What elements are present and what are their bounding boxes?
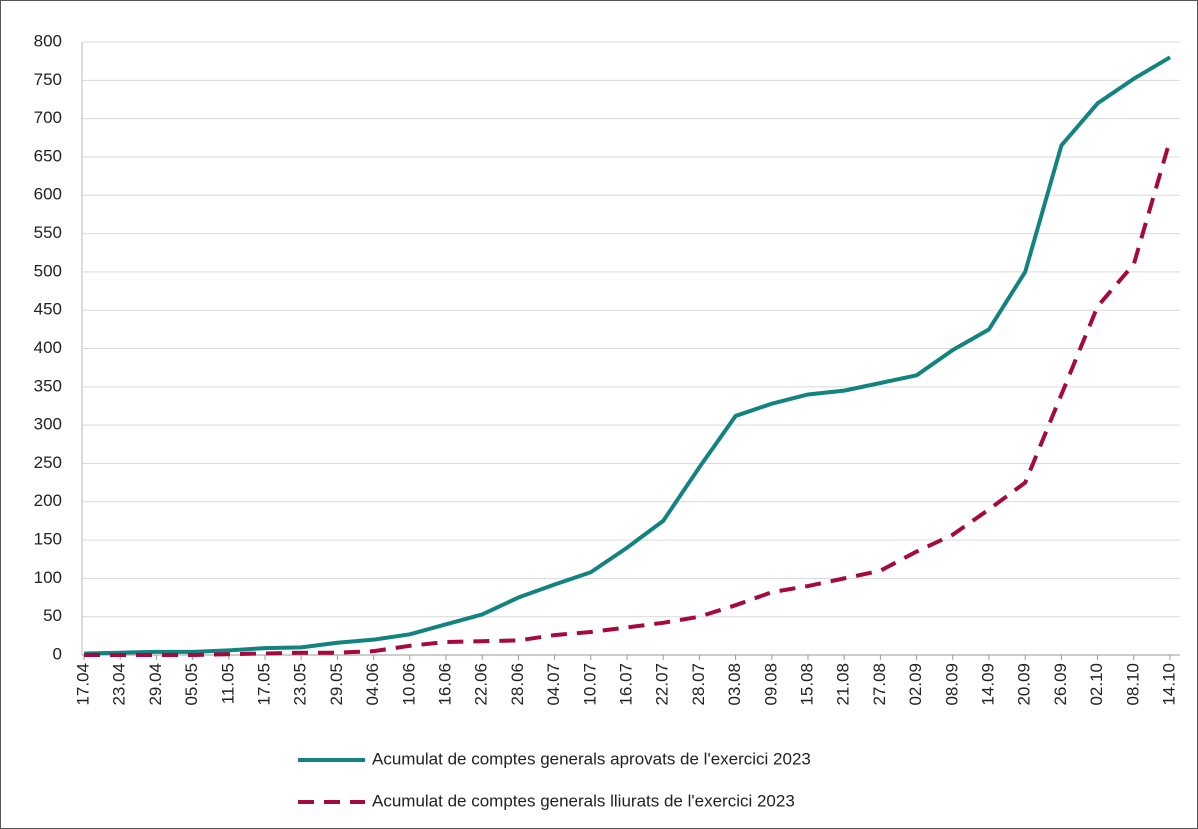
x-tick-label: 02.09 (906, 663, 925, 706)
y-tick-label: 0 (53, 644, 62, 663)
y-tick-label: 700 (34, 108, 62, 127)
x-tick-label: 15.08 (797, 663, 816, 706)
x-tick-label: 29.04 (146, 663, 165, 706)
x-tick-label: 23.04 (110, 663, 129, 706)
x-tick-label: 26.09 (1051, 663, 1070, 706)
y-tick-label: 250 (34, 453, 62, 472)
y-tick-label: 300 (34, 415, 62, 434)
series-line (83, 55, 1172, 656)
y-tick-label: 450 (34, 300, 62, 319)
x-tick-label: 28.07 (689, 663, 708, 706)
x-tick-label: 17.05 (254, 663, 273, 706)
x-tick-label: 03.08 (725, 663, 744, 706)
x-tick-label: 20.09 (1015, 663, 1034, 706)
x-tick-label: 05.05 (182, 663, 201, 706)
x-tick-label: 11.05 (218, 663, 237, 704)
x-tick-label: 21.08 (834, 663, 853, 706)
x-tick-label: 02.10 (1087, 663, 1106, 706)
y-tick-label: 800 (34, 31, 62, 50)
y-tick-label: 150 (34, 530, 62, 549)
x-tick-label: 14.10 (1159, 663, 1178, 706)
x-tick-label: 22.06 (472, 663, 491, 706)
x-tick-label: 04.06 (363, 663, 382, 706)
y-tick-label: 400 (34, 338, 62, 357)
legend-label: Acumulat de comptes generals aprovats de… (372, 749, 811, 768)
x-tick-label: 10.06 (399, 663, 418, 706)
x-tick-label: 08.09 (942, 663, 961, 706)
x-tick-label: 04.07 (544, 663, 563, 706)
x-tick-label: 28.06 (508, 663, 527, 706)
y-tick-label: 100 (34, 568, 62, 587)
x-tick-label: 23.05 (291, 663, 310, 706)
x-tick-label: 29.05 (327, 663, 346, 706)
x-tick-label: 27.08 (870, 663, 889, 706)
legend-label: Acumulat de comptes generals lliurats de… (372, 791, 795, 810)
x-tick-label: 10.07 (580, 663, 599, 706)
x-tick-label: 14.09 (978, 663, 997, 706)
x-tick-label: 22.07 (653, 663, 672, 706)
x-tick-label: 08.10 (1123, 663, 1142, 706)
x-tick-label: 16.06 (435, 663, 454, 706)
y-tick-label: 650 (34, 146, 62, 165)
x-tick-label: 09.08 (761, 663, 780, 706)
x-tick-label: 17.04 (73, 663, 92, 706)
y-tick-label: 550 (34, 223, 62, 242)
y-tick-label: 500 (34, 261, 62, 280)
y-tick-label: 350 (34, 376, 62, 395)
y-tick-label: 50 (43, 606, 62, 625)
y-tick-label: 750 (34, 70, 62, 89)
y-tick-label: 200 (34, 491, 62, 510)
x-tick-label: 16.07 (616, 663, 635, 706)
y-tick-label: 600 (34, 185, 62, 204)
